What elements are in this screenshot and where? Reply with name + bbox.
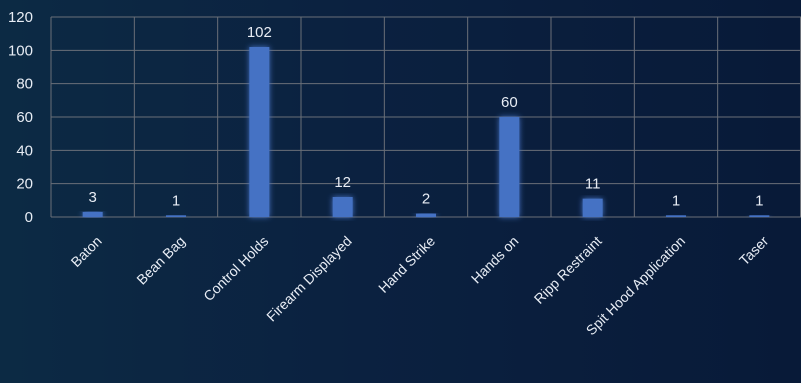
bars — [82, 47, 770, 217]
data-label: 102 — [247, 24, 272, 41]
y-tick-label: 0 — [25, 209, 33, 226]
x-tick-label: Bean Bag — [133, 233, 188, 288]
grid-layer — [50, 16, 801, 218]
x-tick-label: Control Holds — [200, 233, 271, 304]
bar — [749, 215, 770, 217]
data-label: 1 — [755, 192, 763, 209]
x-tick-label: Hands on — [468, 233, 522, 287]
data-label: 60 — [501, 94, 518, 111]
y-tick-label: 80 — [16, 76, 33, 93]
data-label: 2 — [422, 191, 430, 208]
bar — [416, 213, 436, 217]
y-tick-label: 100 — [8, 42, 33, 59]
bar — [332, 197, 353, 217]
data-label: 11 — [585, 176, 601, 193]
data-label: 1 — [672, 192, 680, 209]
bar — [666, 215, 686, 217]
y-axis-ticks: 0 20 40 60 80 100 120 — [8, 9, 33, 226]
y-tick-label: 120 — [8, 9, 33, 26]
data-label: 3 — [88, 189, 96, 206]
x-tick-label: Hand Strike — [375, 233, 438, 296]
bar — [582, 198, 603, 217]
bar — [166, 215, 186, 217]
data-label: 1 — [172, 192, 180, 209]
y-tick-label: 20 — [16, 176, 33, 193]
y-tick-label: 60 — [16, 109, 33, 126]
data-label: 12 — [334, 174, 351, 191]
bar — [82, 212, 103, 217]
x-tick-label: Taser — [736, 233, 772, 269]
x-tick-label: Firearm Displayed — [263, 233, 355, 325]
bar — [249, 47, 270, 217]
bar — [499, 117, 520, 217]
x-tick-label: Ripp Restraint — [531, 233, 605, 307]
y-tick-label: 40 — [16, 142, 33, 159]
x-tick-label: Baton — [68, 233, 105, 270]
